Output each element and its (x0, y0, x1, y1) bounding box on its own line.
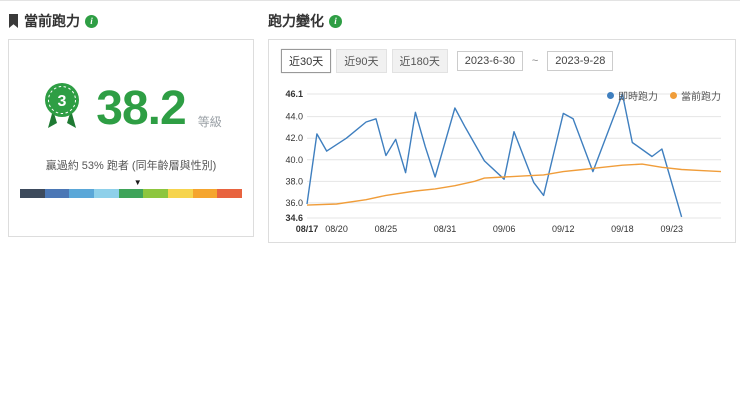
current-runpower-panel: 當前跑力 i 3 38.2 等級 贏過約 53% 跑者 (同年齡層與性別) (8, 9, 254, 237)
info-icon[interactable]: i (85, 14, 98, 28)
score-row: 3 38.2 等級 (9, 80, 253, 137)
scale-segment (192, 189, 218, 198)
runpower-change-panel: 跑力變化 i 近30天 近90天 近180天 ~ 即時跑力 (268, 9, 736, 243)
runpower-change-title: 跑力變化 (268, 13, 324, 29)
badge-number: 3 (58, 93, 67, 110)
percentile-text: 贏過約 53% 跑者 (同年齡層與性別) (45, 160, 217, 172)
date-to-input[interactable] (547, 51, 614, 71)
runpower-score: 38.2 (96, 81, 186, 135)
current-runpower-title: 當前跑力 (24, 13, 80, 29)
orange-dot-icon (670, 92, 677, 99)
runpower-line-chart: 46.1 44.0 42.0 40.0 38.0 36.0 34.6 08/17 08/20 08… (277, 86, 729, 241)
fitness-scale-bar (20, 189, 242, 198)
info-icon[interactable]: i (329, 14, 342, 28)
svg-text:46.1: 46.1 (285, 89, 303, 99)
svg-text:36.0: 36.0 (285, 198, 303, 208)
svg-text:08/17: 08/17 (296, 224, 319, 234)
svg-text:42.0: 42.0 (285, 133, 303, 143)
legend-item-instant-runpower[interactable]: 即時跑力 (607, 88, 658, 103)
scale-segment (118, 189, 144, 198)
blue-dot-icon (607, 92, 614, 99)
svg-text:08/31: 08/31 (434, 224, 457, 234)
percentile-marker: ▼ (133, 178, 142, 187)
date-range-separator: ~ (531, 55, 539, 67)
svg-text:34.6: 34.6 (285, 213, 303, 223)
scale-segment (20, 189, 45, 198)
svg-text:09/12: 09/12 (552, 224, 575, 234)
svg-text:09/18: 09/18 (611, 224, 634, 234)
scale-segment (69, 189, 95, 198)
chart-controls: 近30天 近90天 近180天 ~ (269, 40, 735, 73)
scale-segment (94, 189, 119, 198)
date-from-input[interactable] (456, 51, 523, 71)
legend-label: 當前跑力 (681, 92, 721, 103)
svg-text:40.0: 40.0 (285, 155, 303, 165)
current-runpower-header: 當前跑力 i (8, 9, 254, 33)
scale-segment (217, 189, 242, 198)
tab-last-30-days[interactable]: 近30天 (281, 49, 332, 73)
runpower-change-card: 近30天 近90天 近180天 ~ 即時跑力 當前跑力 (268, 39, 736, 243)
tab-last-180-days[interactable]: 近180天 (391, 49, 448, 73)
runpower-score-unit: 等級 (197, 115, 222, 129)
svg-text:44.0: 44.0 (285, 112, 303, 122)
svg-text:09/23: 09/23 (660, 224, 683, 234)
scale-segment (143, 189, 169, 198)
runpower-change-header: 跑力變化 i (268, 9, 736, 33)
fitness-scale: ▼ (20, 179, 242, 198)
svg-text:08/20: 08/20 (325, 224, 348, 234)
current-runpower-card: 3 38.2 等級 贏過約 53% 跑者 (同年齡層與性別) ▼ (8, 39, 254, 237)
chart-legend: 即時跑力 當前跑力 (607, 88, 721, 103)
scale-segment (44, 189, 70, 198)
svg-text:08/25: 08/25 (375, 224, 398, 234)
level-badge-icon: 3 (40, 80, 84, 137)
scale-segment (168, 189, 193, 198)
legend-label: 即時跑力 (618, 92, 658, 103)
bookmark-icon (8, 14, 19, 28)
chart-area: 即時跑力 當前跑力 46.1 44.0 42.0 40.0 38.0 36.0 34.6 08… (277, 86, 729, 241)
svg-text:09/06: 09/06 (493, 224, 516, 234)
legend-item-current-runpower[interactable]: 當前跑力 (670, 88, 721, 103)
svg-text:38.0: 38.0 (285, 176, 303, 186)
tab-last-90-days[interactable]: 近90天 (336, 49, 387, 73)
